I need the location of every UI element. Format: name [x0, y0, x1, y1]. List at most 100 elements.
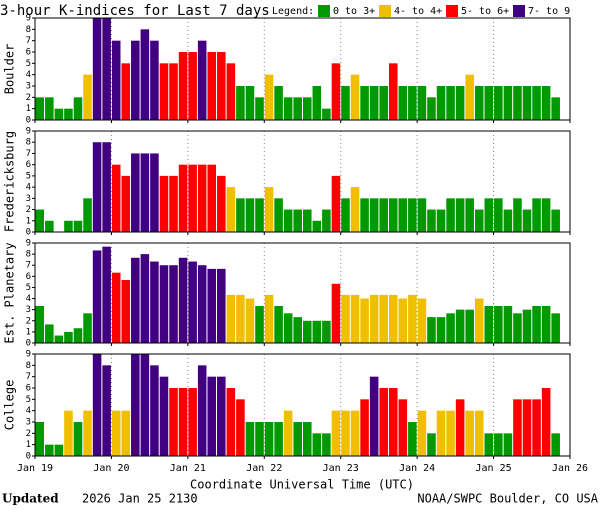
y-tick-label: 4: [26, 294, 31, 304]
bar: [455, 86, 465, 120]
legend-swatch: [446, 5, 458, 17]
bar: [111, 164, 121, 232]
bar: [207, 268, 217, 343]
bar: [494, 198, 503, 232]
bar: [360, 399, 369, 456]
bar: [341, 294, 350, 343]
y-tick-label: 2: [26, 316, 31, 326]
bar: [541, 86, 551, 120]
bar: [484, 433, 494, 456]
bar: [92, 142, 102, 232]
bar: [379, 86, 388, 120]
bar: [465, 309, 474, 343]
bar: [73, 422, 83, 456]
bar: [551, 313, 560, 343]
bar: [255, 306, 264, 343]
bar: [73, 220, 83, 232]
bar: [111, 272, 121, 343]
bar: [245, 422, 255, 456]
bar: [322, 320, 331, 343]
y-tick-label: 7: [26, 372, 31, 382]
y-axis-label: Boulder: [3, 44, 17, 95]
y-tick-label: 6: [26, 384, 31, 394]
bar: [398, 86, 408, 120]
y-tick-label: 4: [26, 70, 31, 80]
legend-swatch: [513, 5, 525, 17]
bar: [35, 97, 45, 120]
bar: [513, 399, 522, 456]
bar: [465, 198, 474, 232]
bar: [264, 422, 274, 456]
y-tick-label: 5: [26, 59, 31, 69]
bar: [102, 18, 111, 120]
bar: [283, 209, 293, 232]
bar: [140, 354, 150, 456]
bar: [73, 328, 83, 343]
source: NOAA/SWPC Boulder, CO USA: [417, 492, 598, 506]
x-tick-label: Jan 22: [246, 463, 282, 474]
y-tick-label: 9: [26, 239, 31, 249]
x-axis-label: Coordinate Universal Time (UTC): [190, 478, 414, 492]
bar: [417, 298, 427, 343]
x-tick-label: Jan 23: [323, 463, 359, 474]
bar: [226, 388, 236, 456]
bar: [217, 376, 226, 456]
bar: [159, 63, 169, 120]
bar: [341, 86, 350, 120]
x-tick-label: Jan 24: [399, 463, 435, 474]
bar: [465, 74, 474, 120]
bar: [532, 86, 541, 120]
y-tick-label: 3: [26, 418, 31, 428]
bar: [484, 86, 494, 120]
bar: [446, 198, 455, 232]
x-tick-label: Jan 20: [93, 463, 129, 474]
bar: [226, 63, 236, 120]
bar: [293, 209, 302, 232]
bar: [436, 410, 446, 456]
plot-frame: [34, 353, 571, 457]
y-tick-label: 7: [26, 261, 31, 271]
bar: [73, 97, 83, 120]
bar: [398, 198, 408, 232]
bar: [197, 265, 207, 343]
bar: [484, 198, 494, 232]
bar: [207, 164, 217, 232]
bar: [293, 422, 302, 456]
legend-title: Legend:: [272, 6, 314, 17]
chart-title: 3-hour K-indices for Last 7 days: [0, 3, 270, 19]
bar: [274, 198, 283, 232]
bar: [45, 444, 54, 456]
bar: [446, 313, 455, 343]
y-tick-label: 7: [26, 36, 31, 46]
bar: [532, 306, 541, 343]
y-tick-label: 6: [26, 272, 31, 282]
bar: [255, 198, 264, 232]
bar: [264, 294, 274, 343]
bar: [455, 309, 465, 343]
bar: [331, 283, 341, 343]
y-tick-label: 6: [26, 48, 31, 58]
bar: [293, 97, 302, 120]
bar: [455, 399, 465, 456]
bar: [150, 261, 159, 343]
bar: [503, 306, 513, 343]
bar: [398, 399, 408, 456]
bar: [350, 410, 360, 456]
bar: [379, 294, 388, 343]
bar: [322, 108, 331, 120]
x-tick-label: Jan 21: [170, 463, 206, 474]
bar: [140, 254, 150, 343]
bar: [541, 388, 551, 456]
bar: [121, 175, 131, 232]
bar: [264, 74, 274, 120]
bar: [111, 40, 121, 120]
bar: [436, 86, 446, 120]
bar: [245, 298, 255, 343]
bar: [140, 153, 150, 232]
bar: [188, 261, 197, 343]
y-tick-label: 2: [26, 205, 31, 215]
bar: [283, 410, 293, 456]
bar: [350, 294, 360, 343]
bar: [245, 86, 255, 120]
bar: [35, 422, 45, 456]
